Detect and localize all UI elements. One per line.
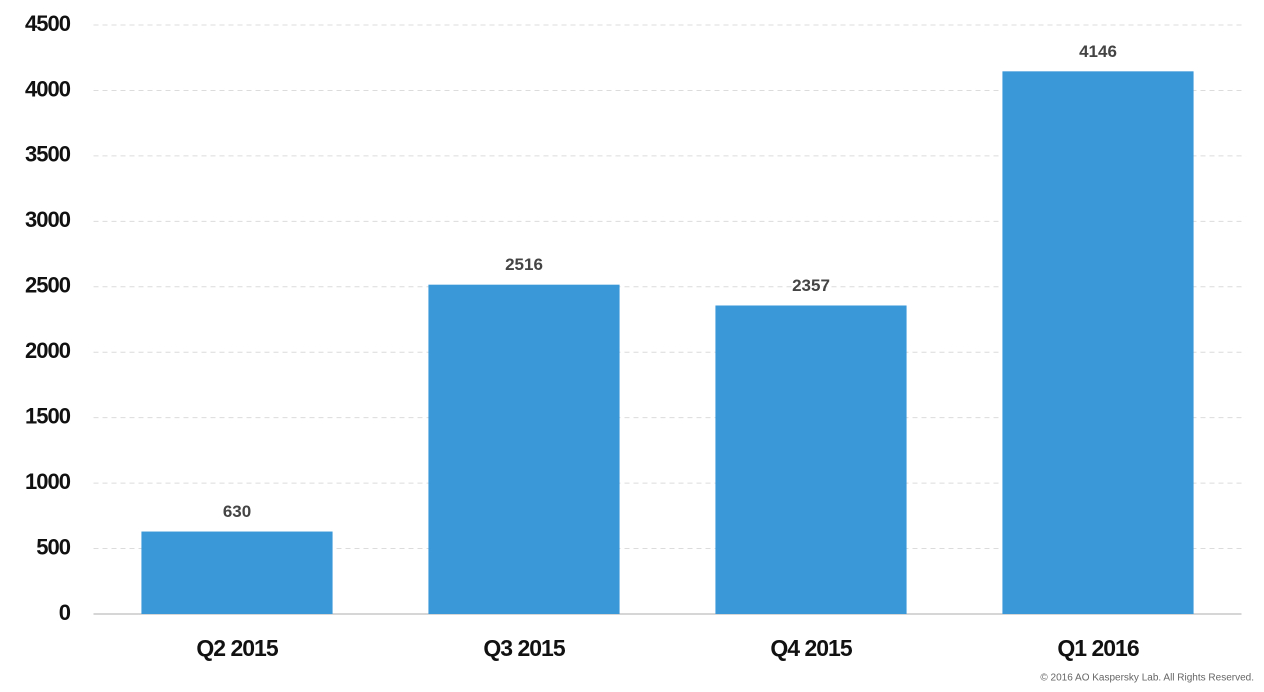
x-tick-label: Q2 2015 (196, 635, 278, 661)
value-label: 630 (223, 502, 251, 521)
value-label: 4146 (1079, 42, 1117, 61)
bar (428, 284, 620, 614)
y-tick-label: 3500 (25, 142, 71, 167)
y-tick-label: 0 (59, 600, 71, 625)
x-tick-label: Q4 2015 (770, 635, 852, 661)
y-tick-label: 4500 (25, 11, 71, 36)
y-tick-label: 2500 (25, 273, 71, 298)
bar (141, 531, 333, 614)
y-tick-label: 1000 (25, 469, 71, 494)
value-label: 2357 (792, 276, 830, 295)
x-tick-label: Q1 2016 (1057, 635, 1138, 661)
bar (1002, 71, 1194, 615)
y-tick-label: 2000 (25, 338, 71, 363)
x-tick-label: Q3 2015 (483, 635, 565, 661)
y-tick-label: 4000 (25, 76, 71, 101)
y-tick-label: 500 (36, 534, 70, 559)
bar (715, 305, 907, 614)
y-tick-label: 1500 (25, 403, 71, 428)
value-label: 2516 (505, 255, 543, 274)
copyright: © 2016 AO Kaspersky Lab. All Rights Rese… (1040, 673, 1254, 684)
y-tick-label: 3000 (25, 207, 71, 232)
